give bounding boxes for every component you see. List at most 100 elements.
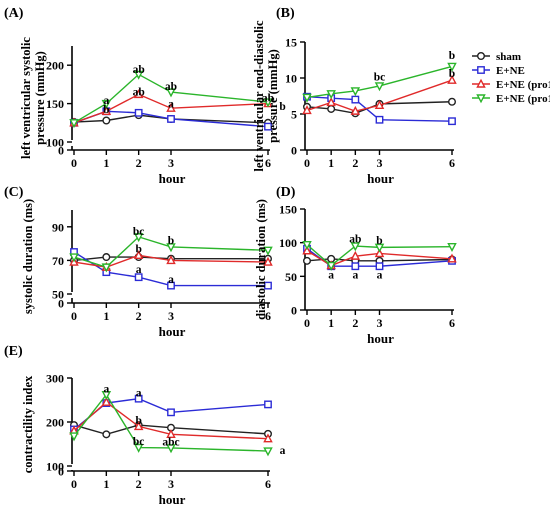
panel-b-y-tick-label: 0 <box>291 144 297 158</box>
panel-d-y-label: diastolic duration (ms) <box>254 199 268 320</box>
panel-d-point-e-ne-pro10 <box>374 243 385 253</box>
panel-e-y-tick-label: 0 <box>58 465 64 479</box>
panel-c-y-tick-label: 50 <box>52 288 64 302</box>
legend-entry-e-ne-pro10: E+NE (pro10) <box>472 93 550 105</box>
panel-d-point-e-ne-pro10 <box>350 242 361 252</box>
panel-c-annotation: a <box>168 274 174 286</box>
panel-c-x-tick-label: 0 <box>71 309 77 323</box>
panel-e-annotation: bc <box>133 436 145 448</box>
panel-a-annotation: ab <box>165 81 177 93</box>
panel-a-point-sham <box>102 116 111 125</box>
panel-e-x-tick-label: 2 <box>136 477 142 491</box>
panel-d-point-sham <box>303 256 312 265</box>
panel-a-label: (A) <box>4 6 24 21</box>
panel-a-point-e-ne <box>167 115 175 123</box>
panel-a-annotation: a <box>168 99 174 111</box>
panel-d: (D) <box>276 185 296 200</box>
panel-e-point-e-ne-pro10 <box>101 391 112 401</box>
panel-b-x-tick-label: 0 <box>304 156 310 170</box>
panel-b-y-tick-label: 15 <box>285 36 297 50</box>
panel-d-point-e-ne-pro10 <box>302 240 312 250</box>
panel-a-point-e-ne <box>134 108 143 117</box>
panel-e-point-e-ne-pro1 <box>133 421 144 431</box>
panel-b-point-e-ne-pro10 <box>374 82 385 92</box>
panel-b: (B) <box>276 6 295 21</box>
panel-a-point-e-ne-pro10 <box>263 98 273 108</box>
panel-d-x-label: hour <box>367 331 394 346</box>
panel-b-point-e-ne <box>448 117 456 126</box>
panel-b-annotation: bc <box>374 72 386 84</box>
panel-a-annotation: ab <box>133 86 145 98</box>
panel-c-x-tick-label: 1 <box>103 309 109 323</box>
panel-e-y-label: contractility index <box>21 375 35 473</box>
panel-d-plot: 0 50 100 150 0 1 2 3 6 hour diastolic duration (ms… <box>254 199 457 346</box>
panel-e-x-tick-label: 6 <box>265 477 271 491</box>
panel-b-point-e-ne-pro10 <box>350 87 361 97</box>
panel-a-point-e-ne-pro1 <box>166 102 176 112</box>
panel-e-annotation: a <box>136 388 142 400</box>
legend-label-e-ne-pro1: E+NE (pro1) <box>496 79 550 91</box>
panel-a-point-e-ne-pro10 <box>101 99 112 109</box>
panel-a-x-label: hour <box>159 171 186 186</box>
panel-d-point-e-ne-pro1 <box>447 253 457 263</box>
panel-e-y-tick-label: 100 <box>46 460 64 474</box>
panel-c-y-tick-label: 70 <box>52 254 64 268</box>
panel-a-x-tick-label: 0 <box>71 156 77 170</box>
panel-c-point-e-ne-pro10 <box>166 243 176 253</box>
panel-a-y-label: pressure (mmHg) <box>33 51 47 145</box>
panel-c-x-tick-label: 3 <box>168 309 174 323</box>
panel-b-point-e-ne-pro10 <box>326 90 336 100</box>
legend-marker-sham <box>476 52 485 60</box>
legend-entry-sham: sham <box>472 51 521 63</box>
legend-label-e-ne-pro10: E+NE (pro10) <box>496 93 550 105</box>
panel-e-annotation: a <box>103 384 109 396</box>
panel-d-point-e-ne-pro1 <box>374 248 385 258</box>
panel-e-point-e-ne <box>264 400 272 409</box>
panel-c-x-label: hour <box>159 324 186 339</box>
legend-entry-e-ne: E+NE <box>472 65 525 77</box>
panel-c-point-e-ne <box>264 281 272 290</box>
panel-e-annotation: b <box>135 415 141 427</box>
panel-e-point-e-ne-pro10 <box>263 447 273 457</box>
panel-d-x-tick-label: 2 <box>352 316 358 330</box>
panel-b-x-tick-label: 3 <box>377 156 383 170</box>
panel-b-point-sham <box>327 104 336 113</box>
panel-e-x-tick-label: 3 <box>168 477 174 491</box>
panel-c-label: (C) <box>4 185 24 200</box>
panel-a: (A) <box>4 6 24 21</box>
panel-e-point-e-ne-pro10 <box>69 432 79 442</box>
panel-c-point-e-ne-pro10 <box>101 263 112 273</box>
panel-a-y-tick-label: 150 <box>46 97 64 111</box>
panel-d-point-e-ne <box>375 262 384 271</box>
panel-a-x-tick-label: 1 <box>103 156 109 170</box>
panel-a-point-e-ne-pro10 <box>166 88 176 98</box>
panel-d-y-tick-label: 100 <box>279 236 297 250</box>
panel-e-y-tick-label: 200 <box>46 416 64 430</box>
panel-a-annotation: ab <box>133 64 145 76</box>
panel-c-point-e-ne-pro1 <box>263 256 273 266</box>
panel-e: (E) <box>4 344 23 359</box>
panel-c-point-sham <box>102 253 111 262</box>
panel-d-annotation: a <box>328 269 334 281</box>
panel-b-y-tick-label: 10 <box>285 72 297 86</box>
panel-d-point-e-ne-pro1 <box>302 245 312 255</box>
panel-d-x-tick-label: 0 <box>304 316 310 330</box>
panel-b-plot: 0 5 10 15 0 1 2 3 6 hour left ventricular end-dias… <box>252 20 457 186</box>
panel-b-x-tick-label: 1 <box>328 156 334 170</box>
panel-e-x-label: hour <box>159 492 186 507</box>
panel-d-point-e-ne <box>351 262 360 271</box>
panel-b-x-label: hour <box>367 171 394 186</box>
panel-d-annotation: a <box>377 269 383 281</box>
panel-d-y-tick-label: 0 <box>291 304 297 318</box>
panel-b-point-e-ne-pro1 <box>447 74 457 84</box>
panel-d-point-e-ne-pro10 <box>447 243 457 253</box>
panel-b-y-tick-label: 5 <box>291 108 297 122</box>
panel-e-point-sham <box>102 430 111 439</box>
panel-d-point-e-ne-pro1 <box>350 250 361 260</box>
panel-a-annotation: a <box>103 95 109 107</box>
panel-a-x-tick-label: 2 <box>136 156 142 170</box>
panel-e-annotation: abc <box>162 436 179 448</box>
panel-d-point-e-ne-pro10 <box>326 261 336 271</box>
legend-marker-e-ne-pro10 <box>476 94 486 104</box>
